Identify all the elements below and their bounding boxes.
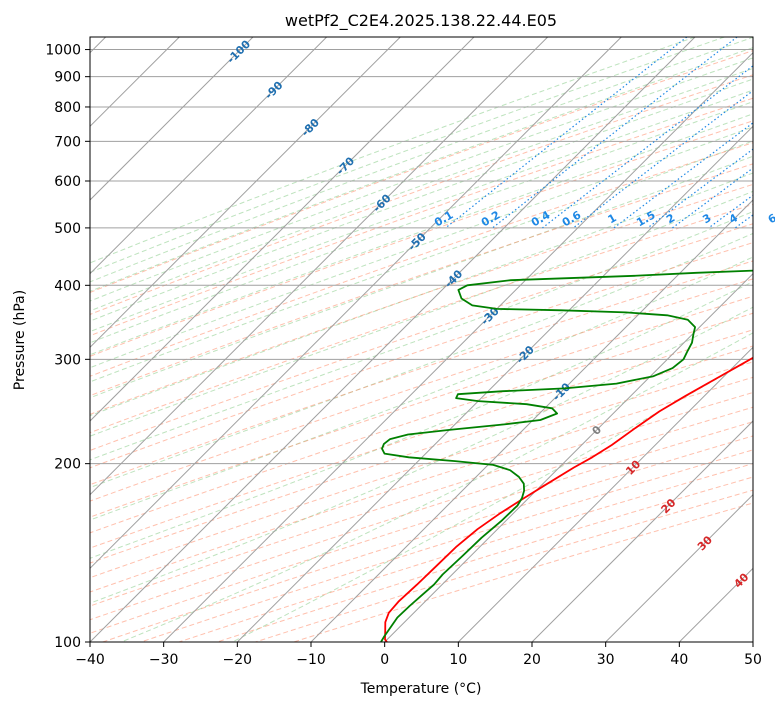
mixing-ratio-line: [542, 65, 753, 229]
x-tick-label: 20: [523, 652, 541, 668]
isotherm-line: [384, 272, 753, 642]
moist-adiabat: [90, 101, 753, 344]
isotherm-line: [310, 199, 753, 642]
dry-adiabat: [90, 361, 753, 579]
dry-adiabat: [90, 391, 753, 607]
y-axis-title: Pressure (hPa): [12, 290, 28, 390]
moist-adiabat: [90, 256, 753, 521]
chart-title: wetPf2_C2E4.2025.138.22.44.E05: [285, 11, 557, 31]
series-lines: [380, 269, 753, 642]
moist-adiabat: [90, 281, 753, 559]
dry-adiabat: [90, 50, 753, 294]
dry-adiabat: [90, 163, 753, 397]
moist-adiabat: [90, 37, 753, 283]
moist-adiabat: [121, 332, 753, 642]
dry-adiabat: [90, 345, 753, 564]
x-tick-label: −40: [75, 652, 105, 668]
plot-area: [90, 37, 753, 642]
dry-adiabat: [90, 376, 753, 593]
x-tick-label: −30: [149, 652, 179, 668]
mixing-ratio-line: [672, 167, 753, 229]
isotherm-line: [90, 37, 475, 422]
moist-adiabat: [90, 140, 753, 383]
isotherm-line: [90, 37, 401, 349]
dry-adiabat: [90, 329, 753, 549]
mixing-ratio-line: [492, 37, 738, 229]
isotherm-line: [90, 37, 696, 642]
y-tick-label: 200: [54, 457, 81, 473]
dewpoint-profile-line: [380, 269, 753, 642]
isotherm-line: [605, 493, 753, 642]
x-tick-label: 0: [380, 652, 389, 668]
dry-adiabat: [90, 278, 753, 502]
moist-adiabat: [90, 306, 753, 604]
isotherm-line: [90, 37, 254, 201]
y-tick-label: 300: [54, 352, 81, 368]
mixing-ratio-line: [572, 89, 753, 229]
y-tick-label: 100: [54, 635, 81, 651]
isotherm-line: [457, 346, 753, 642]
mixing-ratio-label: 6: [766, 211, 775, 226]
background-lines: [90, 37, 753, 642]
x-tick-label: 30: [597, 652, 615, 668]
y-tick-label: 800: [54, 100, 81, 116]
y-tick-label: 500: [54, 221, 81, 237]
dry-adiabat: [90, 142, 753, 377]
x-tick-label: 40: [670, 652, 688, 668]
dry-adiabat: [90, 203, 753, 434]
isotherm-line: [90, 37, 549, 496]
plot-frame: [89, 36, 754, 643]
y-tick-label: 1000: [45, 43, 81, 59]
x-tick-label: 50: [744, 652, 762, 668]
moist-adiabat: [90, 67, 753, 312]
y-axis: 100 200 300 400 500 600 700 800 900 1000: [45, 43, 90, 651]
x-tick-label: −20: [223, 652, 253, 668]
x-tick-label: 10: [449, 652, 467, 668]
y-tick-label: 900: [54, 70, 81, 86]
isotherm-line: [236, 125, 753, 642]
dry-adiabat: [90, 97, 753, 337]
isotherm-line: [90, 37, 328, 275]
y-tick-label: 600: [54, 174, 81, 190]
dry-adiabat: [90, 295, 753, 518]
isotherm-line: [531, 420, 753, 642]
moist-adiabat: [90, 190, 753, 437]
isotherm-line: [163, 51, 753, 642]
y-tick-label: 700: [54, 134, 81, 150]
y-tick-label: 400: [54, 278, 81, 294]
x-axis-title: Temperature (°C): [360, 681, 482, 697]
temperature-profile-line: [384, 356, 753, 642]
dry-adiabat: [90, 223, 753, 451]
dry-adiabat: [90, 312, 753, 534]
moist-adiabat: [90, 78, 753, 322]
x-tick-label: −10: [296, 652, 326, 668]
dry-adiabat: [90, 242, 753, 469]
moist-adiabat: [90, 37, 696, 264]
x-axis: −40 −30 −20 −10 0 10 20 30 40 50: [75, 642, 762, 668]
isotherm-line: [90, 37, 622, 570]
